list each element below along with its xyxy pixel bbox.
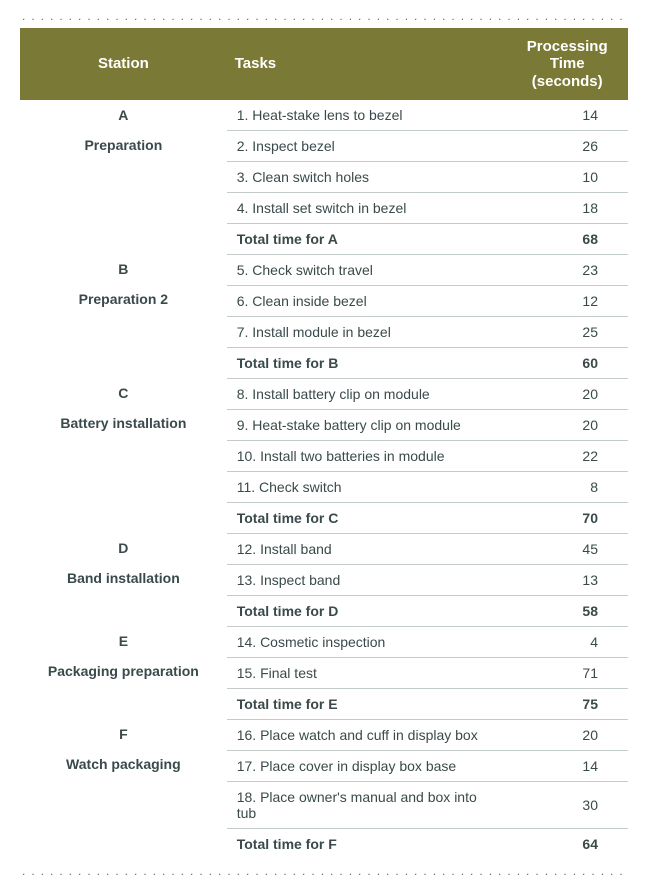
task-cell: 18. Place owner's manual and box into tu… xyxy=(227,781,507,828)
total-value: 64 xyxy=(506,828,628,859)
table-row: EPackaging preparation14. Cosmetic inspe… xyxy=(20,626,628,657)
time-cell: 14 xyxy=(506,100,628,131)
task-cell: 12. Install band xyxy=(227,533,507,564)
total-label: Total time for A xyxy=(227,223,507,254)
station-name: Battery installation xyxy=(30,415,217,431)
total-label: Total time for D xyxy=(227,595,507,626)
time-cell: 12 xyxy=(506,285,628,316)
station-name: Preparation 2 xyxy=(30,291,217,307)
task-cell: 10. Install two batteries in module xyxy=(227,440,507,471)
task-cell: 9. Heat-stake battery clip on module xyxy=(227,409,507,440)
task-cell: 7. Install module in bezel xyxy=(227,316,507,347)
total-label: Total time for B xyxy=(227,347,507,378)
total-value: 58 xyxy=(506,595,628,626)
process-table: Station Tasks Processing Time (seconds) … xyxy=(20,28,628,859)
station-cell: A Preparation xyxy=(20,100,227,255)
time-cell: 13 xyxy=(506,564,628,595)
station-letter: B xyxy=(30,261,217,277)
time-cell: 20 xyxy=(506,409,628,440)
task-cell: 2. Inspect bezel xyxy=(227,130,507,161)
station-cell: F Watch packaging xyxy=(20,719,227,859)
task-cell: 15. Final test xyxy=(227,657,507,688)
station-name: Packaging preparation xyxy=(30,663,217,679)
station-cell: E Packaging preparation xyxy=(20,626,227,719)
total-label: Total time for F xyxy=(227,828,507,859)
total-value: 68 xyxy=(506,223,628,254)
time-cell: 20 xyxy=(506,378,628,409)
time-cell: 45 xyxy=(506,533,628,564)
total-label: Total time for E xyxy=(227,688,507,719)
task-cell: 4. Install set switch in bezel xyxy=(227,192,507,223)
task-cell: 8. Install battery clip on module xyxy=(227,378,507,409)
time-cell: 14 xyxy=(506,750,628,781)
total-label: Total time for C xyxy=(227,502,507,533)
task-cell: 17. Place cover in display box base xyxy=(227,750,507,781)
table-row: CBattery installation8. Install battery … xyxy=(20,378,628,409)
task-cell: 14. Cosmetic inspection xyxy=(227,626,507,657)
table-row: FWatch packaging16. Place watch and cuff… xyxy=(20,719,628,750)
total-value: 75 xyxy=(506,688,628,719)
header-station: Station xyxy=(20,28,227,100)
time-cell: 71 xyxy=(506,657,628,688)
task-cell: 1. Heat-stake lens to bezel xyxy=(227,100,507,131)
table-row: BPreparation 25. Check switch travel23 xyxy=(20,254,628,285)
time-cell: 25 xyxy=(506,316,628,347)
time-cell: 23 xyxy=(506,254,628,285)
station-name: Band installation xyxy=(30,570,217,586)
process-tbody: APreparation1. Heat-stake lens to bezel1… xyxy=(20,100,628,859)
total-value: 60 xyxy=(506,347,628,378)
header-tasks: Tasks xyxy=(227,28,507,100)
table-row: DBand installation12. Install band45 xyxy=(20,533,628,564)
total-value: 70 xyxy=(506,502,628,533)
header-time: Processing Time (seconds) xyxy=(506,28,628,100)
task-cell: 13. Inspect band xyxy=(227,564,507,595)
time-cell: 20 xyxy=(506,719,628,750)
time-cell: 22 xyxy=(506,440,628,471)
task-cell: 6. Clean inside bezel xyxy=(227,285,507,316)
time-cell: 18 xyxy=(506,192,628,223)
station-letter: F xyxy=(30,726,217,742)
station-cell: B Preparation 2 xyxy=(20,254,227,378)
station-cell: C Battery installation xyxy=(20,378,227,533)
time-cell: 10 xyxy=(506,161,628,192)
station-letter: E xyxy=(30,633,217,649)
station-letter: C xyxy=(30,385,217,401)
table-row: APreparation1. Heat-stake lens to bezel1… xyxy=(20,100,628,131)
station-name: Preparation xyxy=(30,137,217,153)
task-cell: 16. Place watch and cuff in display box xyxy=(227,719,507,750)
station-letter: D xyxy=(30,540,217,556)
task-cell: 5. Check switch travel xyxy=(227,254,507,285)
task-cell: 11. Check switch xyxy=(227,471,507,502)
top-dots: ........................................… xyxy=(20,10,628,22)
time-cell: 4 xyxy=(506,626,628,657)
task-cell: 3. Clean switch holes xyxy=(227,161,507,192)
time-cell: 26 xyxy=(506,130,628,161)
station-letter: A xyxy=(30,107,217,123)
page: ........................................… xyxy=(0,0,648,687)
time-cell: 30 xyxy=(506,781,628,828)
bottom-dots: ........................................… xyxy=(20,865,628,877)
time-cell: 8 xyxy=(506,471,628,502)
header-row: Station Tasks Processing Time (seconds) xyxy=(20,28,628,100)
station-name: Watch packaging xyxy=(30,756,217,772)
station-cell: D Band installation xyxy=(20,533,227,626)
